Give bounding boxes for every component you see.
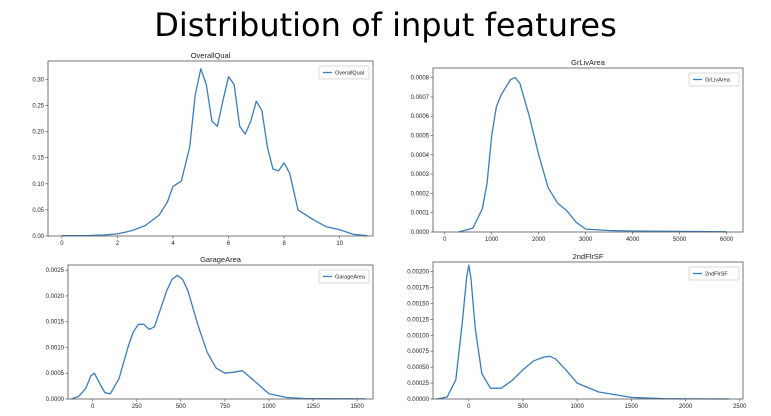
y-tick-label: 0.00050 [407,365,429,371]
y-tick-label: 0.00125 [407,317,429,323]
y-tick-label: 0.00 [32,234,44,240]
legend-box [688,266,740,281]
y-tick-label: 0.00025 [407,381,429,387]
y-tick-label: 0.0005 [46,371,65,377]
series-line-0 [458,76,727,233]
x-tick-label: 6 [227,241,231,247]
legend-box [688,72,740,87]
series-line-0 [61,68,368,237]
y-tick-label: 0.0004 [411,153,430,159]
legend-label: GrLivArea [705,78,731,84]
x-tick-label: 1000 [262,404,276,410]
chart-title: OverallQual [191,51,231,60]
x-tick-label: 8 [282,241,286,247]
plot-frame [432,67,744,233]
x-tick-label: 500 [518,404,529,410]
x-tick-label: 0 [467,404,471,410]
x-tick-label: 6000 [720,237,734,243]
y-tick-label: 0.20 [32,130,44,136]
chart-title: GrLivArea [571,58,606,67]
x-tick-label: 1000 [570,404,584,410]
y-tick-label: 0.0007 [411,95,430,101]
x-tick-label: 10 [336,241,343,247]
y-tick-label: 0.0006 [411,114,430,120]
x-tick-label: 1500 [350,404,364,410]
y-tick-label: 0.0000 [46,397,65,403]
x-tick-label: 0 [60,241,64,247]
x-tick-label: 2000 [679,404,693,410]
series-line-0 [436,264,729,400]
y-tick-label: 0.0000 [411,230,430,236]
x-tick-label: 2000 [532,237,546,243]
y-tick-label: 0.05 [32,208,44,214]
x-tick-label: 750 [220,404,231,410]
y-tick-label: 0.10 [32,182,44,188]
x-tick-label: 1000 [485,237,499,243]
legend-box [318,269,370,284]
y-tick-label: 0.00200 [407,270,429,276]
y-tick-label: 0.0020 [46,294,65,300]
chart-title: GarageArea [200,255,242,264]
y-tick-label: 0.0010 [46,345,65,351]
x-tick-label: 0 [91,404,95,410]
y-tick-label: 0.0002 [411,191,430,197]
y-tick-label: 0.00150 [407,301,429,307]
x-tick-label: 1250 [306,404,320,410]
y-tick-label: 0.00100 [407,333,429,339]
series-line-0 [71,274,366,400]
y-tick-label: 0.00000 [407,397,429,403]
legend-label: 2ndFlrSF [705,272,728,278]
plot-frame [67,264,374,400]
x-tick-label: 1500 [625,404,639,410]
y-tick-label: 0.30 [32,77,44,83]
y-tick-label: 0.00075 [407,349,429,355]
legend-box [318,65,370,80]
x-tick-label: 5000 [673,237,687,243]
plot-frame [432,261,744,400]
chart-title: 2ndFlrSF [573,252,604,261]
y-tick-label: 0.0003 [411,172,430,178]
plot-frame [47,60,374,237]
y-tick-label: 0.0008 [411,76,430,82]
legend-label: GarageArea [335,275,366,281]
y-tick-label: 0.0001 [411,211,430,217]
y-tick-label: 0.0025 [46,268,65,274]
y-tick-label: 0.15 [32,156,44,162]
y-tick-label: 0.0005 [411,134,430,140]
x-tick-label: 4000 [626,237,640,243]
y-tick-label: 0.00175 [407,285,429,291]
y-tick-label: 0.25 [32,103,44,109]
x-tick-label: 3000 [579,237,593,243]
legend-label: OverallQual [335,71,364,77]
x-tick-label: 250 [132,404,143,410]
x-tick-label: 0 [443,237,447,243]
x-tick-label: 2500 [733,404,747,410]
y-tick-label: 0.0015 [46,320,65,326]
x-tick-label: 500 [176,404,187,410]
page-title: Distribution of input features [154,6,617,44]
x-tick-label: 4 [171,241,175,247]
x-tick-label: 2 [116,241,120,247]
